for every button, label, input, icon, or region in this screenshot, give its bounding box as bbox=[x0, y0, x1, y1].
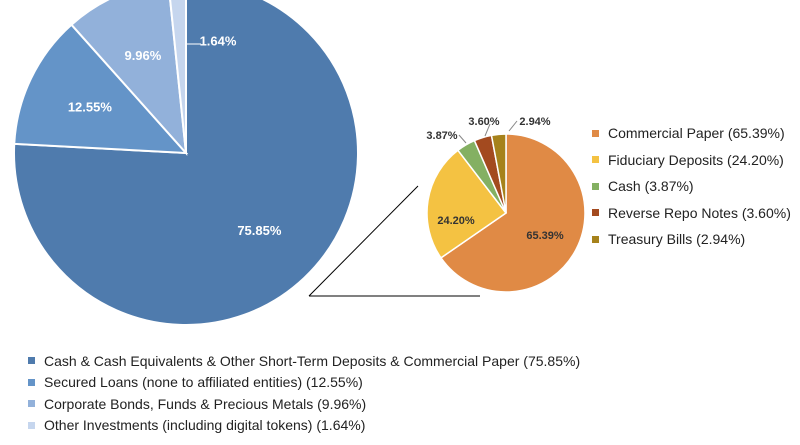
legend-item: Fiduciary Deposits (24.20%) bbox=[592, 147, 791, 174]
data-label: 3.87% bbox=[426, 130, 457, 142]
leader-line bbox=[508, 120, 518, 132]
data-label: 65.39% bbox=[526, 230, 564, 242]
sub-slice-commercial-paper bbox=[439, 133, 586, 293]
legend-swatch bbox=[592, 156, 599, 164]
data-label: 9.96% bbox=[124, 48, 161, 63]
connector-line-top bbox=[308, 185, 419, 297]
legend-label: Secured Loans (none to affiliated entiti… bbox=[44, 374, 363, 391]
main-slice-corporate-bonds-funds-precious-metals bbox=[70, 0, 188, 156]
legend-item: Treasury Bills (2.94%) bbox=[592, 226, 791, 253]
legend-label: Other Investments (including digital tok… bbox=[44, 417, 366, 434]
legend-item: Other Investments (including digital tok… bbox=[28, 415, 580, 437]
data-label: 2.94% bbox=[519, 116, 550, 128]
legend-item: Secured Loans (none to affiliated entiti… bbox=[28, 372, 580, 394]
main-slice-cash-cash-equivalents-other-short-term-deposits-commercial-paper bbox=[13, 0, 359, 326]
data-label: 24.20% bbox=[437, 215, 475, 227]
legend-item: Commercial Paper (65.39%) bbox=[592, 120, 791, 147]
main-slice-secured-loans bbox=[13, 23, 189, 155]
sub-pie: 65.39% 24.20% 3.87% 3.60% 2.94% bbox=[426, 116, 586, 293]
legend-swatch bbox=[28, 357, 35, 365]
legend-label: Cash & Cash Equivalents & Other Short-Te… bbox=[44, 352, 581, 369]
legend-item: Cash & Cash Equivalents & Other Short-Te… bbox=[28, 350, 580, 372]
legend-swatch bbox=[28, 421, 35, 429]
legend-swatch bbox=[592, 235, 599, 243]
main-pie-legend: Cash & Cash Equivalents & Other Short-Te… bbox=[28, 350, 580, 436]
legend-item: Cash (3.87%) bbox=[592, 173, 791, 200]
leader-line bbox=[458, 134, 467, 144]
legend-label: Treasury Bills (2.94%) bbox=[608, 231, 746, 248]
data-label: 75.85% bbox=[237, 223, 282, 238]
data-label: 12.55% bbox=[68, 100, 113, 115]
legend-label: Corporate Bonds, Funds & Precious Metals… bbox=[44, 395, 367, 412]
sub-slice-fiduciary-deposits bbox=[426, 149, 508, 259]
legend-label: Reverse Repo Notes (3.60%) bbox=[608, 204, 791, 221]
legend-label: Fiduciary Deposits (24.20%) bbox=[608, 151, 784, 168]
legend-swatch bbox=[28, 378, 35, 386]
leader-line bbox=[484, 123, 491, 137]
legend-swatch bbox=[592, 182, 599, 190]
legend-swatch bbox=[28, 400, 35, 408]
sub-pie-legend: Commercial Paper (65.39%) Fiduciary Depos… bbox=[592, 120, 791, 253]
legend-label: Commercial Paper (65.39%) bbox=[608, 125, 785, 142]
data-label: 1.64% bbox=[200, 34, 237, 49]
legend-item: Corporate Bonds, Funds & Precious Metals… bbox=[28, 393, 580, 415]
legend-swatch bbox=[592, 129, 599, 137]
legend-swatch bbox=[592, 209, 599, 217]
legend-label: Cash (3.87%) bbox=[608, 178, 694, 195]
main-pie: 75.85% 12.55% 9.96% 1.64% bbox=[13, 0, 359, 326]
sub-slice-treasury-bills bbox=[490, 133, 507, 214]
data-label: 3.60% bbox=[468, 116, 499, 128]
legend-item: Reverse Repo Notes (3.60%) bbox=[592, 200, 791, 227]
main-slice-other-investments bbox=[169, 0, 187, 154]
